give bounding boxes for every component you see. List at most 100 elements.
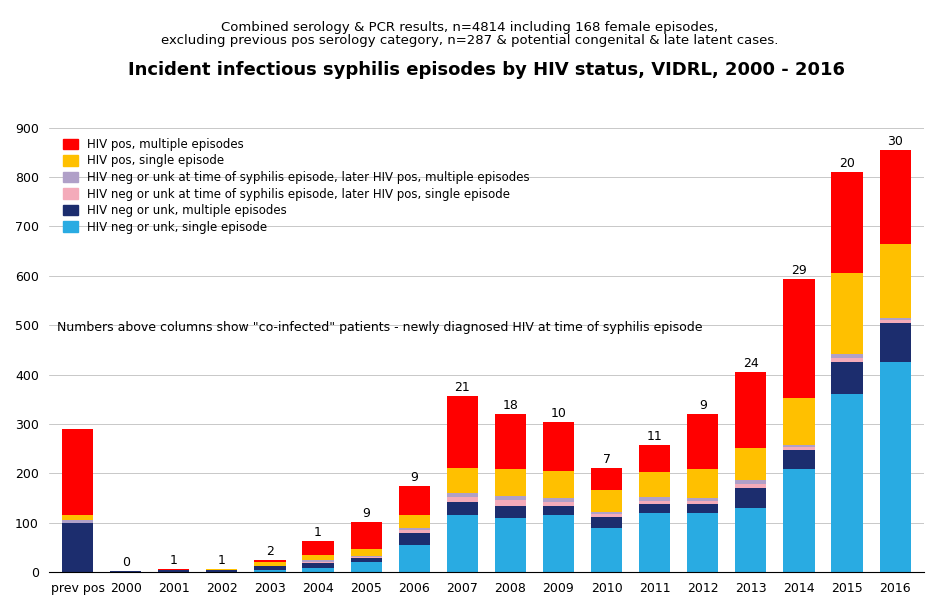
Bar	[735, 508, 766, 572]
Text: 18: 18	[502, 399, 518, 412]
Text: 7: 7	[603, 453, 610, 465]
Bar	[831, 395, 863, 572]
Bar	[783, 468, 815, 572]
Text: 24: 24	[743, 357, 759, 370]
Text: 10: 10	[550, 407, 566, 420]
Bar	[687, 504, 718, 513]
Bar	[302, 561, 333, 562]
Bar	[639, 513, 670, 572]
Bar	[735, 448, 766, 480]
Bar	[495, 518, 526, 572]
Bar	[207, 569, 238, 570]
Bar	[398, 528, 430, 530]
Bar	[302, 540, 333, 556]
Bar	[254, 562, 285, 566]
Bar	[350, 549, 382, 556]
Bar	[62, 520, 93, 523]
Bar	[254, 560, 285, 562]
Bar	[591, 514, 623, 517]
Bar	[62, 523, 93, 572]
Bar	[350, 522, 382, 549]
Bar	[495, 468, 526, 496]
Bar	[783, 450, 815, 468]
Text: 9: 9	[362, 507, 370, 520]
Bar	[207, 570, 238, 572]
Text: 1: 1	[170, 554, 177, 567]
Bar	[880, 362, 911, 572]
Bar	[639, 497, 670, 501]
Bar	[447, 396, 478, 468]
Bar	[350, 562, 382, 572]
Bar	[591, 467, 623, 490]
Text: 2: 2	[266, 545, 274, 558]
Text: 9: 9	[410, 471, 418, 484]
Bar	[543, 471, 574, 498]
Bar	[543, 506, 574, 515]
Bar	[447, 501, 478, 515]
Bar	[831, 354, 863, 358]
Bar	[447, 497, 478, 501]
Bar	[687, 414, 718, 468]
Bar	[591, 512, 623, 514]
Bar	[880, 243, 911, 318]
Text: 30: 30	[887, 135, 903, 148]
Bar	[398, 515, 430, 528]
Bar	[735, 484, 766, 488]
Bar	[880, 320, 911, 323]
Bar	[880, 150, 911, 243]
Bar	[783, 398, 815, 445]
Text: 1: 1	[315, 526, 322, 539]
Bar	[350, 556, 382, 558]
Bar	[735, 371, 766, 448]
Text: 29: 29	[791, 264, 807, 278]
Bar	[398, 530, 430, 533]
Bar	[831, 273, 863, 354]
Bar	[302, 556, 333, 561]
Bar	[880, 323, 911, 362]
Bar	[110, 571, 141, 572]
Bar	[735, 480, 766, 484]
Bar	[302, 562, 333, 564]
Bar	[783, 447, 815, 450]
Bar	[447, 515, 478, 572]
Bar	[735, 488, 766, 508]
Bar	[591, 517, 623, 528]
Bar	[831, 358, 863, 362]
Bar	[687, 498, 718, 501]
Bar	[302, 569, 333, 572]
Bar	[880, 318, 911, 320]
Bar	[158, 569, 190, 570]
Bar	[639, 501, 670, 504]
Bar	[495, 414, 526, 468]
Bar	[543, 501, 574, 506]
Bar	[398, 486, 430, 515]
Bar	[783, 445, 815, 447]
Bar	[254, 566, 285, 570]
Bar	[302, 564, 333, 569]
Text: 1: 1	[218, 554, 225, 567]
Text: Numbers above columns show "co-infected" patients - newly diagnosed HIV at time : Numbers above columns show "co-infected"…	[57, 321, 703, 334]
Bar	[639, 504, 670, 513]
Bar	[495, 500, 526, 506]
Bar	[639, 473, 670, 497]
Bar	[591, 490, 623, 512]
Bar	[254, 570, 285, 572]
Bar	[687, 513, 718, 572]
Text: 21: 21	[454, 381, 470, 395]
Title: Incident infectious syphilis episodes by HIV status, VIDRL, 2000 - 2016: Incident infectious syphilis episodes by…	[128, 61, 845, 79]
Text: excluding previous pos serology category, n=287 & potential congenital & late la: excluding previous pos serology category…	[161, 34, 778, 46]
Bar	[783, 279, 815, 398]
Bar	[398, 533, 430, 545]
Text: 9: 9	[699, 399, 707, 412]
Bar	[591, 528, 623, 572]
Bar	[398, 545, 430, 572]
Bar	[639, 445, 670, 473]
Text: 0: 0	[122, 556, 130, 569]
Bar	[62, 429, 93, 515]
Bar	[687, 501, 718, 504]
Bar	[543, 515, 574, 572]
Text: 20: 20	[839, 157, 855, 170]
Bar	[687, 468, 718, 498]
Bar	[158, 570, 190, 572]
Legend: HIV pos, multiple episodes, HIV pos, single episode, HIV neg or unk at time of s: HIV pos, multiple episodes, HIV pos, sin…	[63, 138, 530, 234]
